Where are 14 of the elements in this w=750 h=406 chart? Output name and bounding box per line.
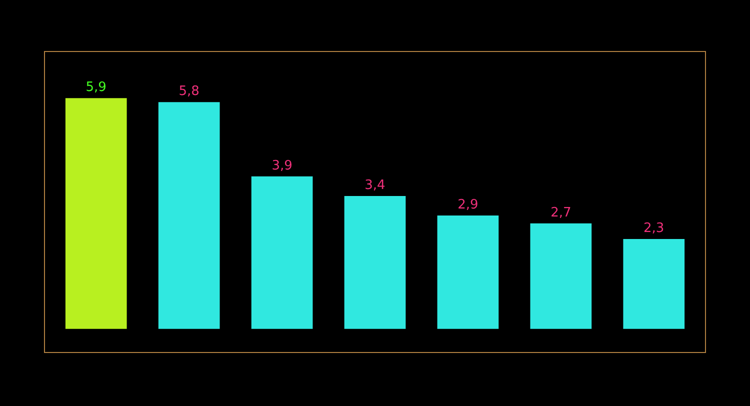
data-label: 2,3 (644, 220, 664, 236)
data-label: 2,7 (550, 205, 572, 220)
bar (158, 102, 220, 329)
bar (65, 98, 127, 329)
bar (251, 176, 313, 329)
bar (437, 215, 499, 329)
data-label: 5,8 (178, 84, 200, 100)
data-label: 2,9 (458, 197, 478, 212)
data-label: 3,9 (272, 158, 292, 174)
data-label: 5,9 (86, 80, 106, 96)
bar (623, 238, 685, 329)
data-label: 3,4 (364, 178, 386, 193)
bar (530, 223, 592, 329)
bar (344, 196, 406, 329)
